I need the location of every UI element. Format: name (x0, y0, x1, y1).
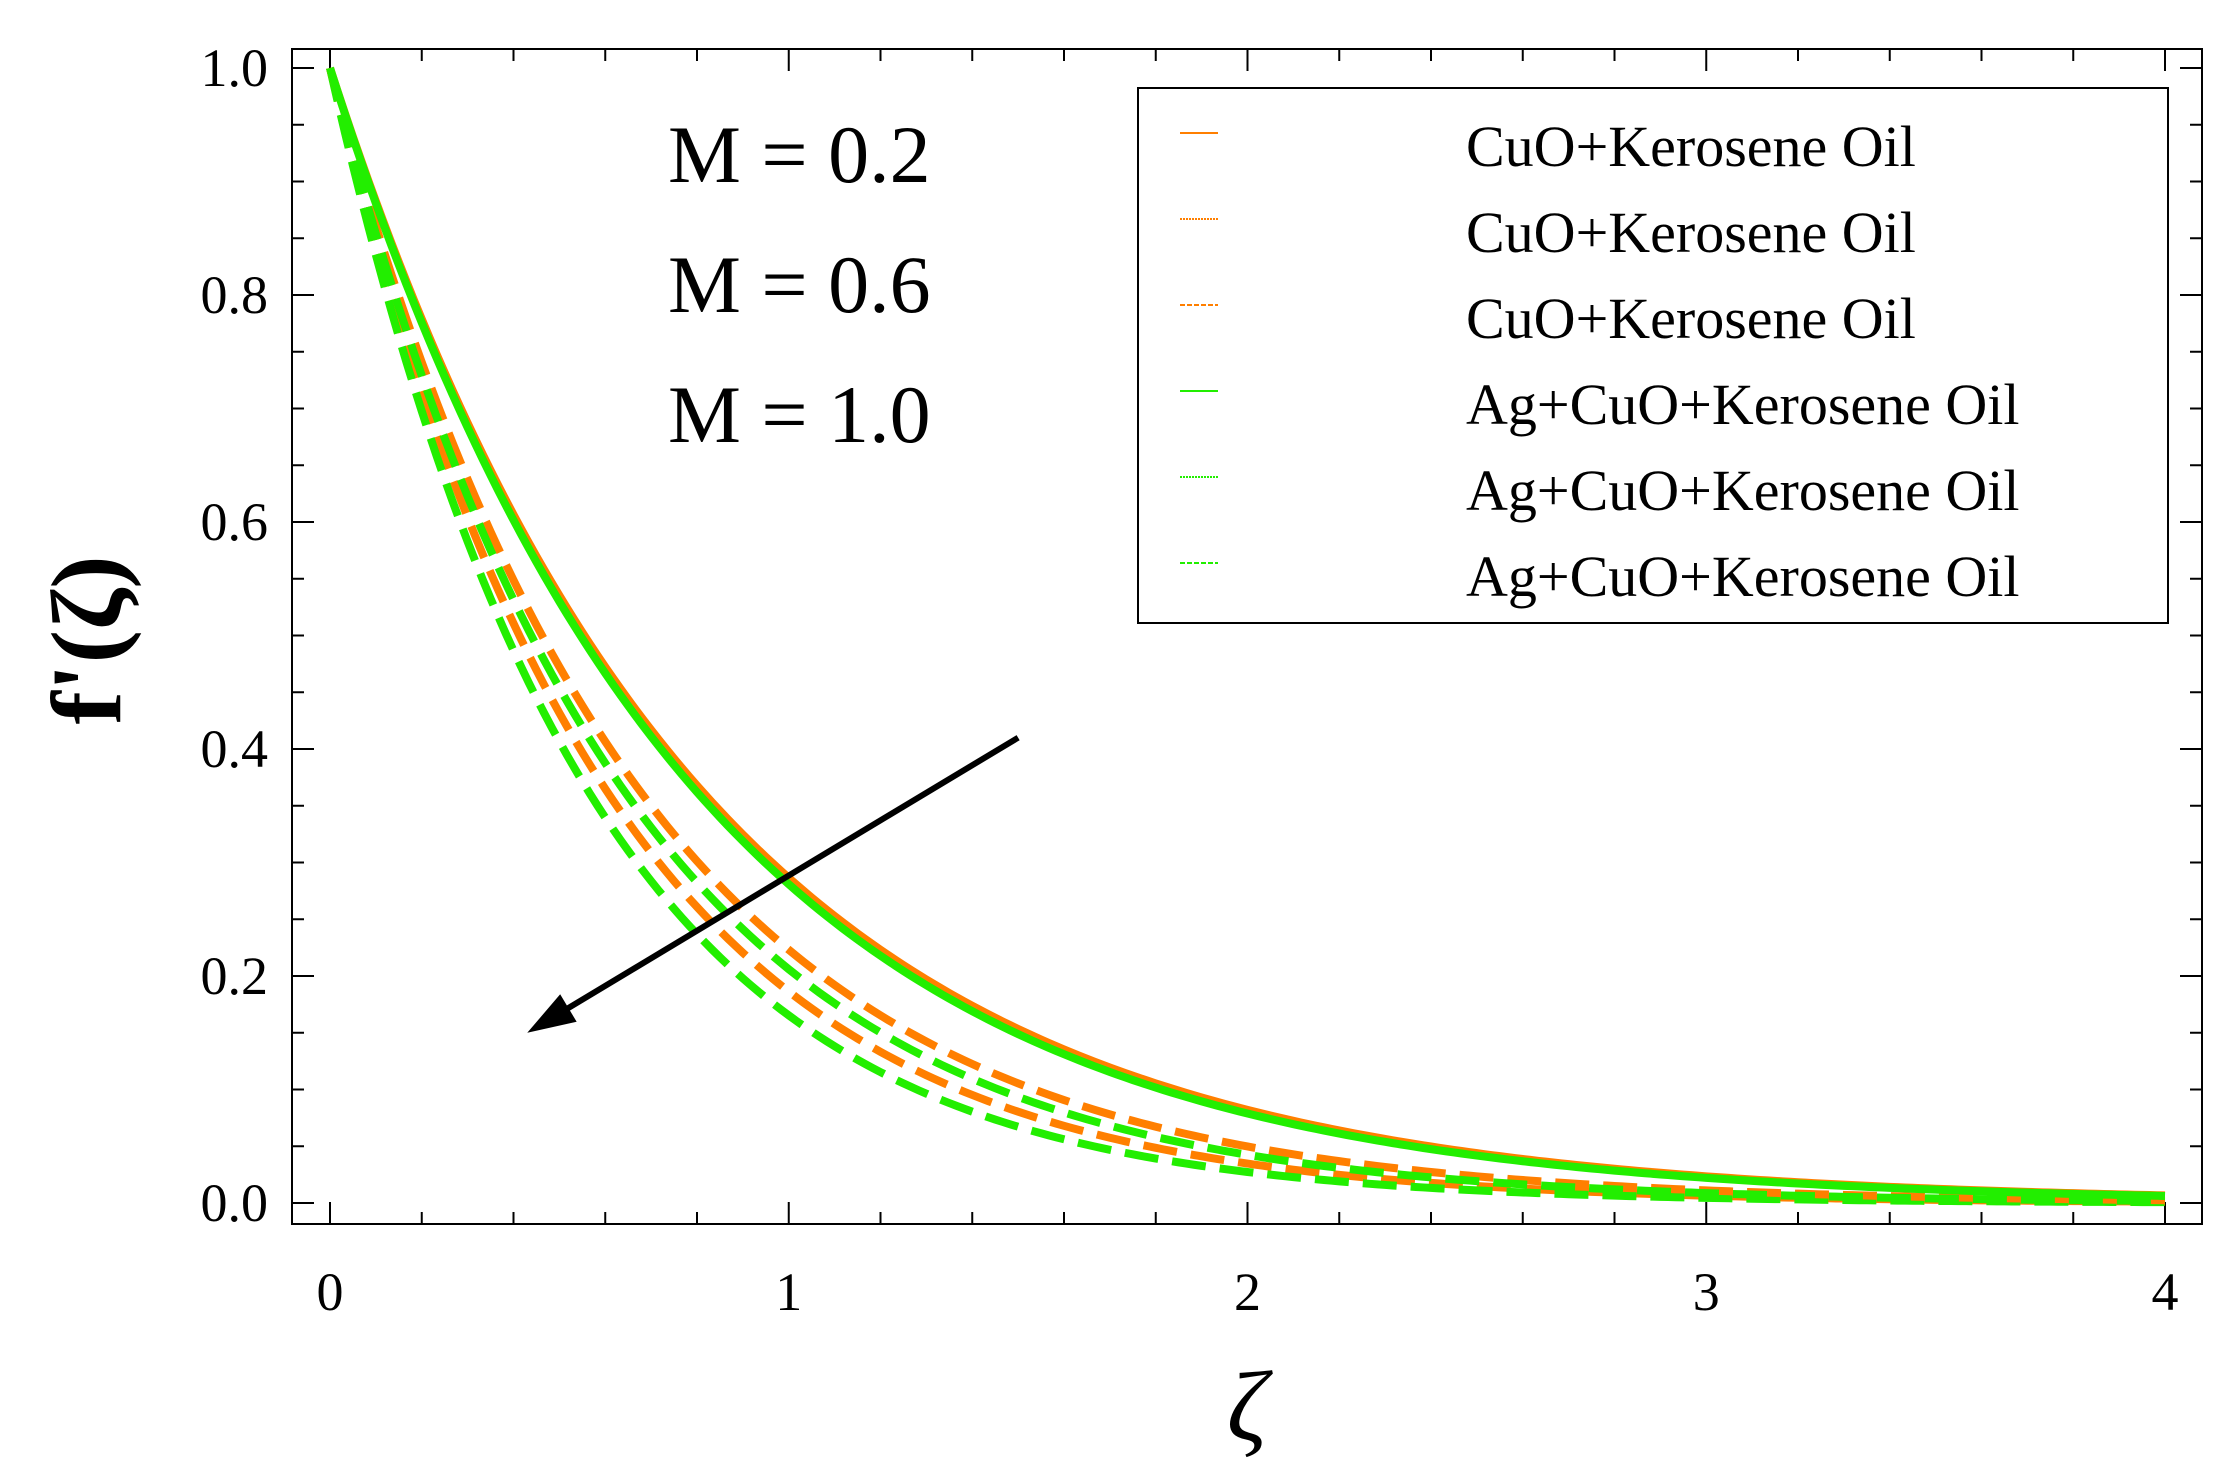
y-tick-label: 0.0 (201, 1173, 269, 1233)
y-tick-label: 1.0 (201, 38, 269, 98)
series-line (326, 66, 2166, 1205)
x-axis-label: ζ (1227, 1351, 1274, 1462)
annotation-m2: M = 0.6 (668, 239, 931, 330)
legend-label-2: CuO+Kerosene Oil (1466, 200, 1916, 265)
y-tick-label: 0.2 (201, 946, 269, 1006)
legend-label-3: CuO+Kerosene Oil (1466, 286, 1916, 351)
legend-box (1137, 87, 2169, 624)
series-line (326, 66, 2166, 1200)
series-line (326, 67, 2166, 1206)
x-tick-label: 0 (317, 1262, 344, 1322)
y-tick-label: 0.6 (201, 492, 269, 552)
x-tick-label: 4 (2152, 1262, 2179, 1322)
trend-arrow (527, 735, 1020, 1033)
x-tick-label: 3 (1693, 1262, 1720, 1322)
y-tick-label: 0.4 (201, 719, 269, 779)
axis-ticks: 0 1 2 3 4 0.0 0.2 0.4 0.6 0.8 1.0 (201, 38, 2202, 1322)
annotation-m3: M = 1.0 (668, 369, 931, 460)
legend-label-4: Ag+CuO+Kerosene Oil (1466, 372, 2020, 437)
series-curves (326, 66, 2166, 1207)
x-tick-label: 1 (775, 1262, 802, 1322)
annotation-m1: M = 0.2 (668, 109, 931, 200)
legend: CuO+Kerosene Oil CuO+Kerosene Oil CuO+Ke… (1137, 87, 2169, 624)
legend-label-6: Ag+CuO+Kerosene Oil (1466, 544, 2020, 609)
legend-label-1: CuO+Kerosene Oil (1466, 114, 1916, 179)
y-axis-label: f'(ζ) (31, 556, 142, 725)
y-tick-label: 0.8 (201, 265, 269, 325)
legend-label-5: Ag+CuO+Kerosene Oil (1466, 458, 2020, 523)
x-tick-label: 2 (1234, 1262, 1261, 1322)
